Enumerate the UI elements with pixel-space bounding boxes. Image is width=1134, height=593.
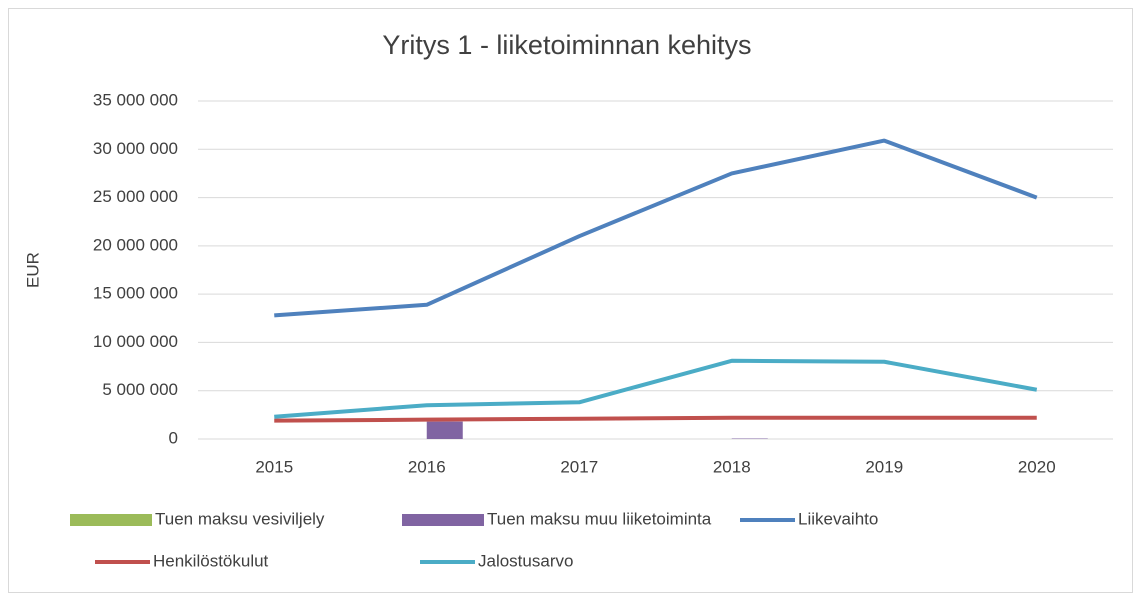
x-tick-label: 2017 bbox=[560, 457, 598, 476]
legend-label: Jalostusarvo bbox=[478, 551, 573, 570]
legend-label: Tuen maksu muu liiketoiminta bbox=[487, 509, 712, 528]
y-tick-label: 15 000 000 bbox=[93, 284, 178, 303]
x-tick-label: 2016 bbox=[408, 457, 446, 476]
y-axis-label: EUR bbox=[23, 252, 42, 288]
chart-frame bbox=[8, 8, 1133, 593]
y-tick-label: 10 000 000 bbox=[93, 332, 178, 351]
x-tick-label: 2018 bbox=[713, 457, 751, 476]
y-tick-label: 30 000 000 bbox=[93, 139, 178, 158]
y-tick-label: 25 000 000 bbox=[93, 187, 178, 206]
legend-swatch bbox=[402, 514, 484, 526]
y-tick-label: 5 000 000 bbox=[102, 380, 178, 399]
y-tick-label: 35 000 000 bbox=[93, 90, 178, 109]
bar bbox=[426, 421, 463, 439]
y-tick-label: 20 000 000 bbox=[93, 235, 178, 254]
line-series bbox=[274, 138, 1038, 318]
line-series bbox=[274, 358, 1038, 419]
y-tick-label: 0 bbox=[169, 428, 178, 447]
legend-label: Henkilöstökulut bbox=[153, 551, 269, 570]
legend-swatch bbox=[70, 514, 152, 526]
legend-label: Liikevaihto bbox=[798, 509, 878, 528]
legend-label: Tuen maksu vesiviljely bbox=[155, 509, 325, 528]
x-tick-label: 2020 bbox=[1018, 457, 1056, 476]
line-series bbox=[274, 415, 1037, 423]
x-tick-label: 2015 bbox=[255, 457, 293, 476]
x-tick-label: 2019 bbox=[865, 457, 903, 476]
chart-title: Yritys 1 - liiketoiminnan kehitys bbox=[382, 30, 751, 60]
